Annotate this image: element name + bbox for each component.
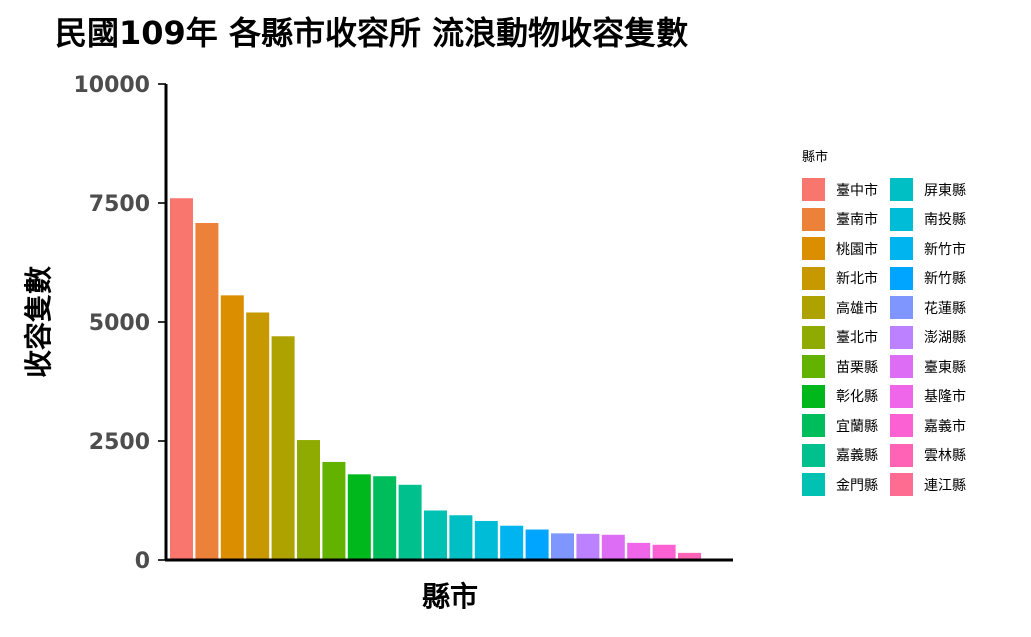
legend-label: 臺南市	[836, 209, 878, 229]
bar-宜蘭縣	[373, 476, 396, 560]
legend-label: 嘉義縣	[836, 445, 878, 465]
legend-swatch	[802, 208, 825, 231]
legend-label: 金門縣	[836, 475, 878, 495]
legend-swatch	[890, 296, 913, 319]
y-axis-ticks: 0 2500 5000 7500 10000	[73, 73, 166, 574]
y-tick-label: 0	[135, 549, 150, 574]
legend-item: 臺南市	[802, 205, 878, 235]
legend-label: 苗栗縣	[836, 357, 878, 377]
legend-label: 澎湖縣	[924, 327, 966, 347]
legend-label: 新竹市	[924, 239, 966, 259]
legend-swatch	[802, 444, 825, 467]
bar-花蓮縣	[551, 533, 574, 560]
bar-臺南市	[195, 223, 218, 560]
legend-item: 宜蘭縣	[802, 411, 878, 441]
bar-金門縣	[424, 510, 447, 560]
legend-item: 金門縣	[802, 470, 878, 500]
legend-swatch	[802, 267, 825, 290]
legend-item: 基隆市	[890, 382, 966, 412]
legend-column: 屏東縣南投縣新竹市新竹縣花蓮縣澎湖縣臺東縣基隆市嘉義市雲林縣連江縣	[890, 175, 966, 500]
bar-南投縣	[475, 521, 498, 560]
legend-item: 臺東縣	[890, 352, 966, 382]
legend-swatch	[890, 267, 913, 290]
legend-label: 嘉義市	[924, 416, 966, 436]
legend-label: 屏東縣	[924, 180, 966, 200]
bars	[170, 198, 701, 560]
bar-臺中市	[170, 198, 193, 560]
legend-label: 高雄市	[836, 298, 878, 318]
legend-item: 新北市	[802, 264, 878, 294]
legend-item: 嘉義縣	[802, 441, 878, 471]
legend-item: 連江縣	[890, 470, 966, 500]
legend-label: 臺東縣	[924, 357, 966, 377]
y-tick-label: 2500	[89, 430, 150, 455]
legend-label: 臺中市	[836, 180, 878, 200]
bar-新竹縣	[526, 530, 549, 560]
legend-swatch	[802, 326, 825, 349]
legend-swatch	[802, 178, 825, 201]
legend-swatch	[890, 355, 913, 378]
legend-item: 南投縣	[890, 205, 966, 235]
legend-swatch	[802, 473, 825, 496]
bar-澎湖縣	[576, 534, 599, 560]
legend-swatch	[890, 444, 913, 467]
bar-桃園市	[221, 295, 244, 560]
y-axis-title: 收容隻數	[22, 266, 55, 378]
legend-label: 基隆市	[924, 386, 966, 406]
legend-item: 臺中市	[802, 175, 878, 205]
legend-swatch	[890, 414, 913, 437]
y-tick-label: 5000	[89, 311, 150, 336]
legend-item: 臺北市	[802, 323, 878, 353]
legend-swatch	[890, 326, 913, 349]
bar-苗栗縣	[322, 462, 345, 560]
legend-item: 嘉義市	[890, 411, 966, 441]
legend-item: 桃園市	[802, 234, 878, 264]
legend-item: 花蓮縣	[890, 293, 966, 323]
legend-label: 雲林縣	[924, 445, 966, 465]
legend-item: 高雄市	[802, 293, 878, 323]
legend-label: 連江縣	[924, 475, 966, 495]
bar-臺東縣	[602, 535, 625, 560]
legend-swatch	[890, 208, 913, 231]
legend-swatch	[890, 237, 913, 260]
legend-label: 彰化縣	[836, 386, 878, 406]
legend-item: 新竹市	[890, 234, 966, 264]
legend-swatch	[890, 473, 913, 496]
legend-item: 新竹縣	[890, 264, 966, 294]
legend-column: 臺中市臺南市桃園市新北市高雄市臺北市苗栗縣彰化縣宜蘭縣嘉義縣金門縣	[802, 175, 878, 500]
legend-item: 澎湖縣	[890, 323, 966, 353]
bar-嘉義市	[653, 545, 676, 560]
legend-item: 苗栗縣	[802, 352, 878, 382]
legend: 縣市 臺中市臺南市桃園市新北市高雄市臺北市苗栗縣彰化縣宜蘭縣嘉義縣金門縣 屏東縣…	[802, 146, 966, 500]
legend-swatch	[802, 385, 825, 408]
legend-item: 屏東縣	[890, 175, 966, 205]
bar-嘉義縣	[399, 485, 422, 560]
legend-label: 臺北市	[836, 327, 878, 347]
legend-label: 桃園市	[836, 239, 878, 259]
legend-swatch	[802, 296, 825, 319]
legend-item: 雲林縣	[890, 441, 966, 471]
legend-item: 彰化縣	[802, 382, 878, 412]
bar-臺北市	[297, 440, 320, 560]
legend-label: 新竹縣	[924, 268, 966, 288]
legend-label: 新北市	[836, 268, 878, 288]
bar-高雄市	[272, 336, 295, 560]
legend-swatch	[802, 355, 825, 378]
bar-新竹市	[500, 526, 523, 560]
legend-swatch	[802, 237, 825, 260]
legend-swatch	[802, 414, 825, 437]
legend-label: 宜蘭縣	[836, 416, 878, 436]
y-tick-label: 10000	[73, 73, 150, 98]
legend-swatch	[890, 385, 913, 408]
x-axis-title: 縣市	[422, 580, 478, 613]
legend-label: 南投縣	[924, 209, 966, 229]
bar-新北市	[246, 312, 269, 560]
y-tick-label: 7500	[89, 192, 150, 217]
legend-title: 縣市	[802, 146, 966, 165]
bar-基隆市	[627, 543, 650, 560]
bar-彰化縣	[348, 474, 371, 560]
legend-swatch	[890, 178, 913, 201]
legend-label: 花蓮縣	[924, 298, 966, 318]
bar-屏東縣	[449, 515, 472, 560]
